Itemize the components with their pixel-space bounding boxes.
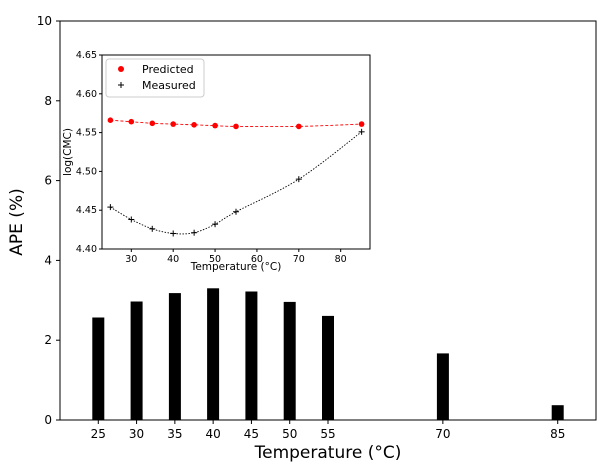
bar-85 xyxy=(551,405,564,420)
inset-line-chart: 30 40 50 60 70 80 4.40 4.45 4.50 4.55 4.60 4.65 Te… xyxy=(62,50,371,273)
inset-markers-group xyxy=(107,117,365,237)
measured-point-55 xyxy=(233,208,239,215)
inset-x-tick-label-30: 30 xyxy=(125,254,137,265)
main-y-axis-label: APE (%) xyxy=(7,188,27,255)
legend-measured-label: Measured xyxy=(142,79,196,92)
bar-35 xyxy=(168,293,181,420)
inset-y-ticks: 4.40 4.45 4.50 4.55 4.60 4.65 xyxy=(76,50,102,255)
measured-point-25 xyxy=(107,204,114,211)
predicted-point-85 xyxy=(358,121,365,127)
inset-x-tick-label-60: 60 xyxy=(251,254,263,265)
x-tick-label-70: 70 xyxy=(435,427,450,441)
y-tick-label-0: 0 xyxy=(44,413,52,427)
x-tick-label-55: 55 xyxy=(320,427,335,441)
inset-y-tick-label-4.45: 4.45 xyxy=(76,205,97,216)
inset-plot-frame xyxy=(101,54,371,250)
predicted-point-45 xyxy=(191,122,197,128)
main-x-axis-label: Temperature (°C) xyxy=(254,443,402,463)
measured-point-45 xyxy=(191,229,198,236)
main-bar-chart: 25 30 35 40 45 50 55 70 85 0 2 4 6 8 10 Temperature (… xyxy=(7,14,597,463)
predicted-point-50 xyxy=(212,122,218,129)
bar-25 xyxy=(92,317,105,420)
bar-45 xyxy=(245,291,258,420)
predicted-point-35 xyxy=(149,120,156,127)
inset-legend: Predicted Measured xyxy=(105,58,205,98)
predicted-point-40 xyxy=(170,121,176,127)
y-tick-label-10: 10 xyxy=(37,14,52,28)
predicted-curve xyxy=(110,119,362,128)
main-x-ticks: 25 30 35 40 45 50 55 70 85 xyxy=(91,420,565,441)
inset-x-tick-label-50: 50 xyxy=(209,254,221,265)
legend-predicted-marker xyxy=(118,66,124,72)
y-tick-label-4: 4 xyxy=(44,253,52,267)
x-tick-label-50: 50 xyxy=(282,427,297,441)
measured-curve xyxy=(110,131,362,235)
inset-curves-group xyxy=(110,119,362,235)
measured-point-35 xyxy=(149,225,156,232)
x-tick-label-35: 35 xyxy=(167,427,182,441)
legend-box xyxy=(105,58,205,98)
y-tick-label-8: 8 xyxy=(44,94,52,108)
y-tick-label-6: 6 xyxy=(44,174,52,188)
bar-55 xyxy=(322,315,334,420)
x-tick-label-30: 30 xyxy=(129,427,144,441)
inset-x-ticks: 30 40 50 60 70 80 xyxy=(125,249,347,265)
x-tick-label-85: 85 xyxy=(550,427,565,441)
measured-point-30 xyxy=(128,216,135,223)
main-bars-group xyxy=(92,288,564,420)
x-tick-label-45: 45 xyxy=(244,427,259,441)
measured-point-70 xyxy=(295,176,302,183)
main-y-ticks: 0 2 4 6 8 10 xyxy=(37,14,60,427)
inset-x-tick-label-70: 70 xyxy=(293,254,305,265)
inset-x-axis-label: Temperature (°C) xyxy=(190,261,282,273)
predicted-point-25 xyxy=(107,117,114,123)
measured-point-40 xyxy=(170,230,177,237)
predicted-point-55 xyxy=(233,123,239,130)
legend-measured-marker xyxy=(118,82,124,88)
y-tick-label-2: 2 xyxy=(44,333,52,347)
bar-70 xyxy=(436,353,449,420)
inset-x-tick-label-40: 40 xyxy=(167,254,179,265)
inset-y-axis-label: log(CMC) xyxy=(62,128,74,176)
inset-y-tick-label-4.50: 4.50 xyxy=(76,166,97,177)
inset-y-tick-label-4.55: 4.55 xyxy=(76,128,97,139)
predicted-point-70 xyxy=(296,123,302,130)
bar-40 xyxy=(207,288,220,420)
legend-predicted-label: Predicted xyxy=(142,63,194,76)
inset-x-tick-label-80: 80 xyxy=(335,254,347,265)
inset-y-tick-label-4.60: 4.60 xyxy=(76,89,97,100)
x-tick-label-40: 40 xyxy=(206,427,221,441)
bar-30 xyxy=(130,301,143,420)
measured-point-85 xyxy=(358,128,365,135)
x-tick-label-25: 25 xyxy=(91,427,106,441)
inset-y-tick-label-4.40: 4.40 xyxy=(76,244,97,255)
measured-point-50 xyxy=(212,221,219,228)
inset-y-tick-label-4.65: 4.65 xyxy=(76,50,97,61)
predicted-point-30 xyxy=(128,118,135,125)
bar-50 xyxy=(283,301,296,420)
